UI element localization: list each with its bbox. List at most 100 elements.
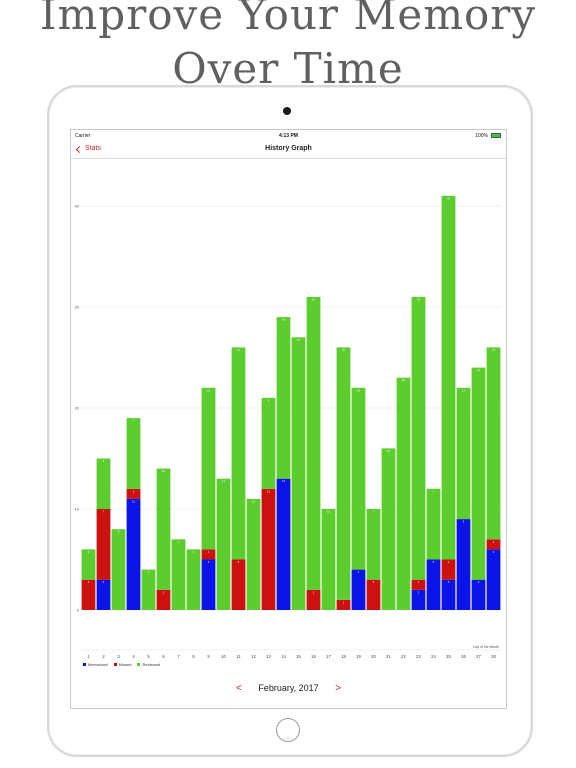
bar-data-label: 36 [447, 196, 450, 200]
bar-data-label: 3 [373, 580, 375, 584]
bar-data-label: 12 [162, 469, 165, 473]
x-tick-label: 15 [296, 654, 301, 659]
bar-segment-missed [156, 589, 171, 610]
bar-segment-reviewed [186, 549, 201, 610]
bar-segment-reviewed [171, 539, 186, 610]
bar-data-label: 29 [312, 297, 315, 301]
x-tick-label: 25 [446, 654, 451, 659]
bar-segment-reviewed [366, 509, 381, 580]
bar-data-label: 9 [463, 520, 465, 524]
bar-data-label: 2 [313, 590, 315, 594]
bar-segment-reviewed [216, 478, 231, 610]
legend-item: Missed [113, 662, 132, 667]
bar-data-label: 5 [433, 560, 435, 564]
bar-data-label: 7 [433, 489, 435, 493]
bar-data-label: 9 [268, 398, 270, 402]
prev-month-button[interactable]: < [235, 683, 242, 694]
bar-data-label: 2 [163, 590, 165, 594]
back-button[interactable]: Stats [75, 144, 101, 154]
x-tick-label: 27 [476, 654, 481, 659]
x-tick-label: 17 [326, 654, 331, 659]
bar-data-label: 3 [478, 580, 480, 584]
bar-data-label: 25 [342, 348, 345, 352]
promo-headline-line2: Over Time [172, 44, 404, 93]
battery-icon [491, 133, 501, 138]
x-axis-label: Day of the Month [473, 645, 499, 649]
x-tick-label: 11 [236, 654, 241, 659]
bar-data-label: 7 [133, 419, 135, 423]
x-tick-label: 12 [251, 654, 256, 659]
y-tick-label: 30 [75, 305, 80, 310]
x-tick-label: 9 [207, 654, 210, 659]
bar-segment-missed [306, 589, 321, 610]
bar-segment-reviewed [456, 387, 471, 520]
bar-data-label: 27 [297, 338, 300, 342]
x-tick-label: 26 [461, 654, 466, 659]
x-tick-label: 13 [266, 654, 271, 659]
navigation-bar: Stats History Graph [71, 141, 506, 159]
bar-data-label: 21 [237, 348, 240, 352]
bar-segment-reviewed [381, 448, 396, 610]
bar-data-label: 4 [358, 570, 360, 574]
camera-icon [283, 107, 291, 115]
bar-data-label: 11 [252, 499, 255, 503]
bar-segment-reviewed [471, 367, 486, 580]
bar-data-label: 16 [207, 388, 210, 392]
x-tick-label: 18 [341, 654, 346, 659]
bar-segment-memorized [201, 559, 216, 610]
bar-segment-memorized [276, 478, 291, 610]
bar-segment-reviewed [261, 397, 276, 489]
x-tick-label: 22 [401, 654, 406, 659]
bar-segment-reviewed [426, 488, 441, 560]
bar-segment-reviewed [246, 498, 261, 610]
x-tick-label: 6 [162, 654, 165, 659]
bar-segment-reviewed [276, 317, 291, 479]
bar-segment-reviewed [231, 347, 246, 560]
x-tick-label: 8 [192, 654, 195, 659]
home-button[interactable] [276, 718, 300, 742]
bar-data-label: 13 [282, 479, 285, 483]
bar-segment-memorized [441, 579, 456, 610]
x-tick-label: 24 [431, 654, 436, 659]
bar-data-label: 28 [417, 297, 420, 301]
next-month-button[interactable]: > [335, 683, 342, 694]
bar-segment-memorized [456, 519, 471, 610]
bar-segment-reviewed [336, 347, 351, 600]
legend-item: Reviewed [137, 662, 160, 667]
bar-data-label: 13 [462, 388, 465, 392]
bar-data-label: 8 [118, 530, 120, 534]
x-tick-label: 21 [386, 654, 391, 659]
bar-segment-missed [96, 509, 111, 580]
legend-label: Missed [118, 662, 132, 667]
bar-segment-reviewed [111, 529, 126, 610]
y-tick-label: 0 [77, 608, 80, 613]
bar-data-label: 5 [208, 560, 210, 564]
x-tick-label: 1 [87, 654, 90, 659]
bar-segment-missed [126, 488, 141, 499]
x-tick-label: 19 [356, 654, 361, 659]
bar-data-label: 1 [493, 540, 495, 544]
bar-data-label: 2 [448, 560, 450, 564]
history-bar-chart: 0102030403313752831117445212677685116913… [75, 195, 501, 659]
legend-swatch [113, 663, 117, 666]
x-tick-label: 2 [102, 654, 105, 659]
legend-label: Reviewed [142, 662, 161, 667]
bar-data-label: 5 [103, 459, 105, 463]
bar-data-label: 1 [418, 580, 420, 584]
x-tick-label: 7 [177, 654, 180, 659]
bar-segment-missed [201, 549, 216, 560]
y-tick-label: 40 [75, 204, 80, 209]
bar-data-label: 18 [357, 388, 360, 392]
status-battery-percent: 100% [475, 133, 488, 139]
bar-segment-memorized [426, 559, 441, 610]
legend-item: Memorized [83, 662, 108, 667]
bar-data-label: 7 [373, 510, 375, 514]
bar-data-label: 16 [282, 318, 285, 322]
x-tick-label: 3 [117, 654, 120, 659]
bar-segment-missed [441, 559, 456, 580]
app-screen: Carrier 4:13 PM 100% Stats History Graph… [70, 129, 507, 709]
bar-data-label: 1 [133, 489, 135, 493]
bar-segment-reviewed [291, 337, 306, 610]
x-tick-label: 10 [221, 654, 226, 659]
bar-segment-memorized [486, 549, 501, 610]
